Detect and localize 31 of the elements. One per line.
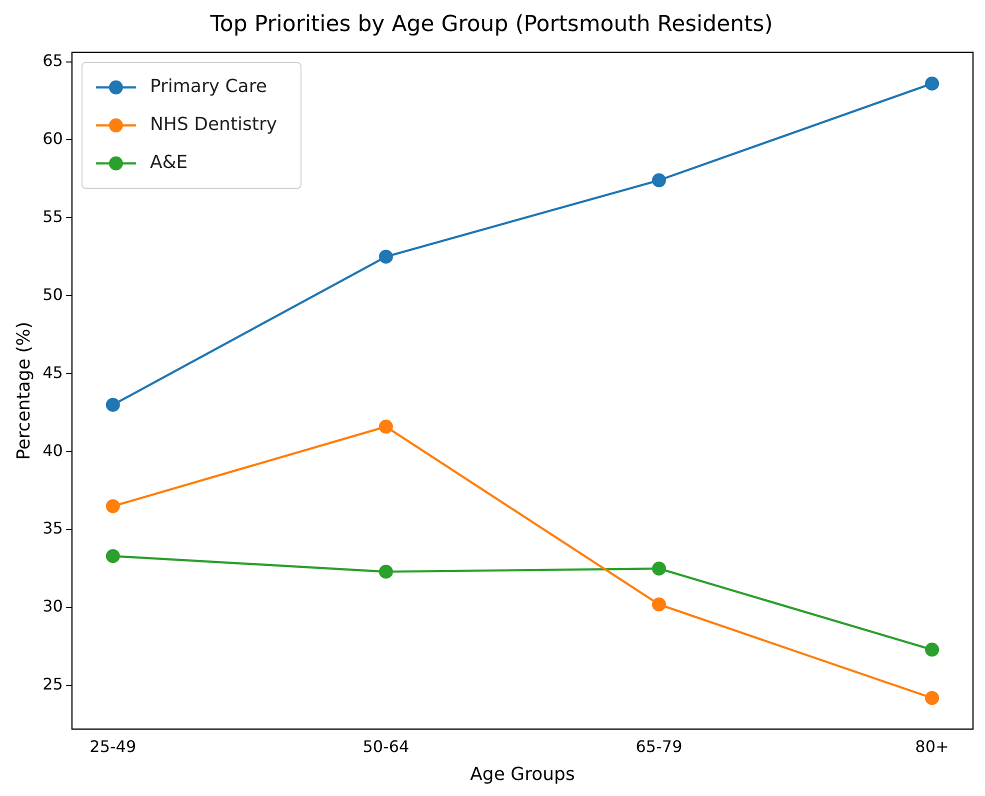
legend-label: NHS Dentistry	[150, 114, 278, 136]
point	[106, 499, 120, 514]
point	[378, 564, 393, 579]
y-tick-label: 60	[42, 128, 63, 148]
point	[925, 76, 940, 91]
y-tick-label: 50	[42, 284, 63, 304]
y-axis-title: Percentage (%)	[13, 322, 34, 460]
x-tick-label: 50-64	[362, 736, 410, 756]
y-tick-label: 25	[42, 674, 63, 694]
x-tick-label: 65-79	[636, 736, 682, 756]
point	[925, 691, 940, 706]
point	[652, 597, 666, 612]
chart-title: Top Priorities by Age Group (Portsmouth Residents)	[209, 12, 773, 37]
y-tick-label: 30	[42, 596, 63, 616]
y-tick-label: 55	[42, 206, 63, 226]
y-tick-label: 40	[42, 440, 63, 460]
y-tick-label: 65	[42, 50, 63, 70]
point	[652, 173, 666, 188]
point	[106, 549, 120, 564]
point	[378, 420, 393, 434]
legend-label: Primary Care	[150, 76, 267, 98]
x-axis-title: Age Groups	[470, 764, 575, 785]
point	[925, 642, 940, 657]
y-tick-label: 45	[42, 362, 63, 382]
x-tick-label: 80+	[915, 736, 949, 756]
point	[652, 562, 666, 576]
point	[106, 398, 120, 412]
x-tick-label: 25-49	[90, 736, 136, 756]
y-tick-label: 35	[42, 518, 63, 538]
legend-label: A&E	[150, 152, 188, 174]
point	[378, 250, 393, 264]
